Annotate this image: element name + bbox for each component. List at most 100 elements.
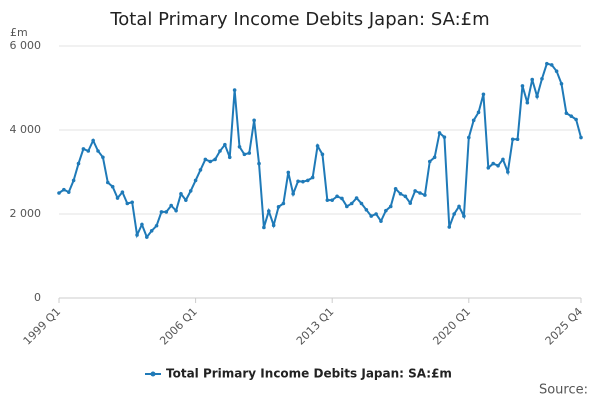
data-point xyxy=(364,208,369,212)
y-tick-label: 6 000 xyxy=(10,39,42,52)
data-point xyxy=(76,161,81,166)
data-point xyxy=(149,229,154,233)
data-point xyxy=(325,198,330,202)
data-point xyxy=(369,214,374,218)
data-point xyxy=(476,110,481,115)
y-tick-label: 4 000 xyxy=(10,123,42,136)
data-point xyxy=(520,84,525,88)
data-point xyxy=(481,92,486,97)
data-point xyxy=(154,223,159,228)
data-point xyxy=(223,142,227,147)
y-tick-label: 0 xyxy=(34,291,41,304)
chart-title: Total Primary Income Debits Japan: SA:£m xyxy=(109,9,489,30)
data-point xyxy=(96,149,100,153)
data-point xyxy=(237,145,242,149)
x-tick-label: 2020 Q1 xyxy=(431,305,474,348)
data-point xyxy=(242,152,247,157)
data-point xyxy=(130,200,134,205)
data-point xyxy=(388,204,393,209)
data-point xyxy=(315,144,320,148)
data-point xyxy=(247,151,252,155)
data-point xyxy=(184,198,188,202)
data-point xyxy=(169,203,174,208)
data-point xyxy=(574,117,578,122)
data-point xyxy=(179,192,183,196)
data-point xyxy=(330,198,334,202)
data-point xyxy=(491,161,495,166)
data-point xyxy=(62,187,66,192)
legend-marker xyxy=(150,371,156,377)
data-point xyxy=(105,180,110,185)
data-point xyxy=(569,114,574,118)
data-point xyxy=(335,194,339,199)
data-point xyxy=(408,201,413,205)
data-point xyxy=(496,163,500,168)
data-point xyxy=(501,157,505,162)
data-point xyxy=(384,208,388,213)
data-point xyxy=(340,196,344,201)
data-point xyxy=(57,191,61,195)
data-point xyxy=(510,137,515,142)
data-point xyxy=(227,155,232,160)
data-point xyxy=(447,225,452,229)
data-point xyxy=(486,166,491,170)
data-point xyxy=(218,149,222,153)
data-point xyxy=(320,152,325,157)
data-point xyxy=(545,61,549,66)
data-point xyxy=(86,149,91,153)
data-point xyxy=(559,82,564,86)
data-point xyxy=(530,77,535,82)
data-point xyxy=(535,94,539,99)
data-point xyxy=(281,201,286,206)
data-point xyxy=(423,193,427,197)
data-point xyxy=(145,235,149,239)
x-tick-label: 1999 Q1 xyxy=(21,305,64,348)
data-point xyxy=(296,179,300,184)
data-point xyxy=(515,137,520,142)
data-point xyxy=(120,190,125,194)
data-point xyxy=(525,100,530,105)
data-point xyxy=(266,209,271,213)
data-point xyxy=(564,111,569,115)
data-point xyxy=(506,170,510,174)
data-point xyxy=(193,178,198,183)
data-point xyxy=(393,187,398,191)
data-point xyxy=(257,161,261,166)
data-point xyxy=(301,179,305,184)
data-point xyxy=(306,178,310,183)
data-point xyxy=(540,76,544,81)
data-point xyxy=(208,159,213,164)
data-point xyxy=(457,204,461,209)
data-point xyxy=(579,135,583,140)
data-point xyxy=(101,155,105,160)
data-point xyxy=(271,223,276,228)
data-point xyxy=(442,135,447,139)
data-point xyxy=(374,212,378,216)
data-point xyxy=(252,118,256,123)
data-point xyxy=(398,192,403,196)
data-point xyxy=(135,233,139,237)
data-point xyxy=(413,189,417,193)
data-point xyxy=(462,214,466,218)
data-point xyxy=(213,157,217,162)
data-point xyxy=(262,225,266,230)
data-point xyxy=(286,170,291,175)
data-point xyxy=(125,201,130,206)
data-point xyxy=(232,88,237,92)
legend-label: Total Primary Income Debits Japan: SA:£m xyxy=(166,367,452,381)
y-tick-label: 2 000 xyxy=(10,207,42,220)
data-point xyxy=(276,205,281,209)
data-point xyxy=(452,212,456,216)
series-line xyxy=(58,62,582,240)
data-point xyxy=(359,201,364,206)
data-point xyxy=(198,168,203,172)
source: Source: xyxy=(539,383,588,398)
data-point xyxy=(203,157,208,162)
data-point xyxy=(188,189,193,193)
data-point xyxy=(549,63,554,67)
data-point xyxy=(418,191,422,195)
data-point xyxy=(466,135,471,140)
data-point xyxy=(554,69,559,73)
data-point xyxy=(164,210,169,214)
